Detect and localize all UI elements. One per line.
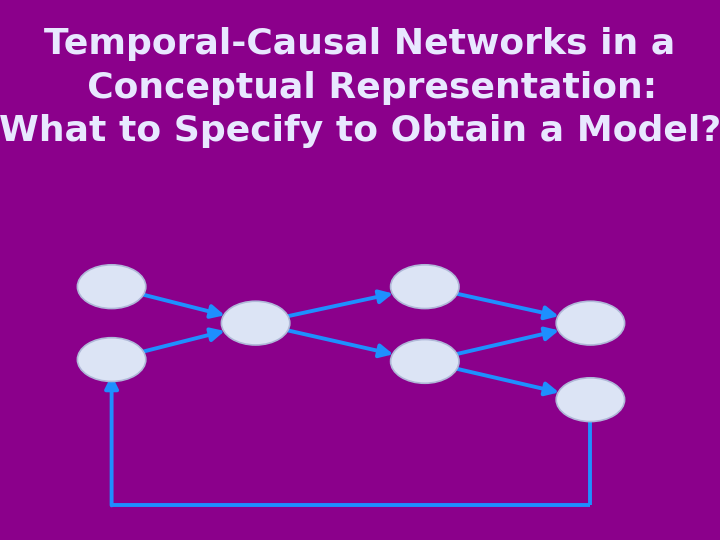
Ellipse shape <box>556 301 625 345</box>
Ellipse shape <box>78 338 145 381</box>
Ellipse shape <box>390 265 459 308</box>
Ellipse shape <box>556 378 625 422</box>
Ellipse shape <box>78 265 145 308</box>
Ellipse shape <box>390 340 459 383</box>
Ellipse shape <box>222 301 289 345</box>
Text: Temporal-Causal Networks in a
  Conceptual Representation:
What to Specify to Ob: Temporal-Causal Networks in a Conceptual… <box>0 28 720 148</box>
